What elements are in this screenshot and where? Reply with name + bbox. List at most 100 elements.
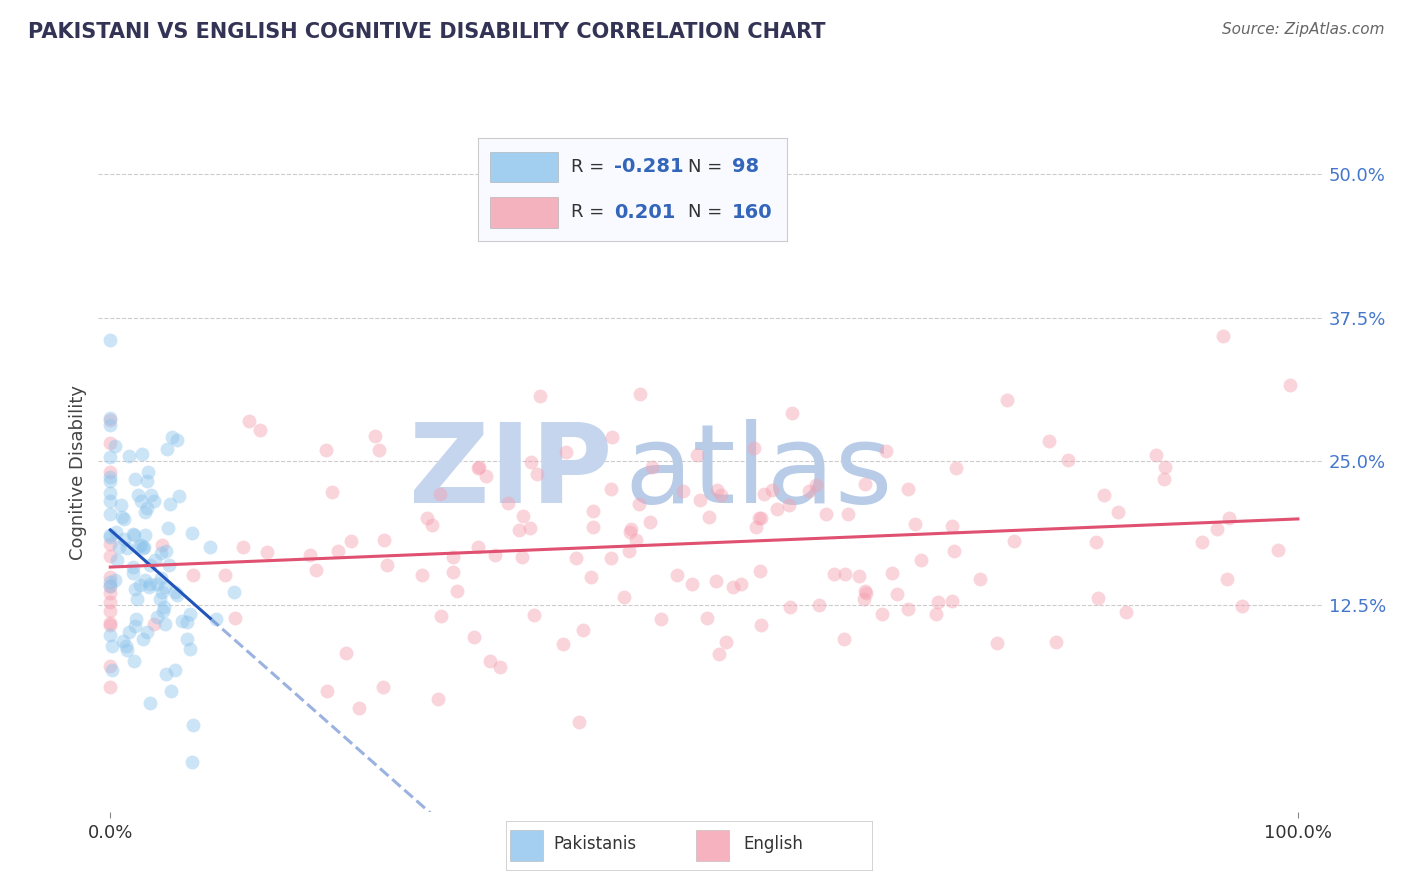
Point (723, 580, 745, 594)
Point (101, 663, 124, 677)
Point (134, 528, 156, 542)
Point (969, 572, 991, 586)
Point (426, 692, 449, 706)
Point (1230, 599, 1253, 614)
Point (619, 544, 641, 558)
Point (924, 607, 946, 621)
Point (529, 389, 551, 403)
Point (112, 532, 135, 546)
Point (315, 683, 337, 698)
Point (105, 525, 128, 540)
Point (176, 615, 198, 629)
Point (599, 551, 621, 566)
Point (155, 666, 177, 681)
Point (135, 474, 157, 488)
Point (1002, 533, 1025, 548)
Point (754, 487, 776, 501)
Point (165, 585, 187, 599)
Point (143, 553, 166, 567)
Point (823, 566, 845, 581)
Point (1278, 378, 1301, 392)
Point (749, 564, 772, 578)
Point (98, 474, 121, 488)
Point (927, 595, 949, 609)
Point (1216, 572, 1239, 586)
Point (165, 663, 187, 677)
Point (520, 455, 543, 469)
Point (467, 541, 489, 555)
Point (804, 478, 827, 492)
Point (138, 696, 160, 710)
Text: 160: 160 (731, 202, 772, 221)
Point (98, 628, 121, 642)
Point (181, 568, 204, 582)
Point (697, 510, 720, 524)
Point (749, 618, 772, 632)
Point (153, 580, 176, 594)
Point (749, 511, 772, 525)
Point (198, 540, 221, 554)
Point (110, 498, 132, 512)
Point (1085, 535, 1108, 549)
Point (135, 501, 157, 516)
Point (373, 533, 395, 548)
Point (224, 585, 246, 599)
Point (373, 680, 395, 694)
Point (696, 611, 718, 625)
Point (565, 550, 588, 565)
Point (600, 430, 623, 444)
Text: R =: R = (571, 158, 610, 176)
Point (98, 411, 121, 425)
Point (98, 595, 121, 609)
Point (848, 569, 870, 583)
Point (1267, 543, 1289, 558)
Point (139, 577, 162, 591)
FancyBboxPatch shape (696, 830, 730, 861)
Point (166, 433, 188, 447)
Point (666, 567, 689, 582)
Point (149, 571, 172, 585)
Point (446, 583, 468, 598)
Point (1144, 448, 1167, 462)
Point (98, 618, 121, 632)
Point (1045, 635, 1067, 649)
Point (808, 598, 831, 612)
Point (943, 544, 966, 558)
Point (127, 591, 149, 606)
Point (834, 566, 856, 581)
Point (122, 566, 145, 580)
Point (124, 619, 146, 633)
Point (150, 585, 173, 599)
Point (1087, 591, 1109, 605)
Point (897, 602, 920, 616)
Point (416, 511, 439, 525)
Point (129, 577, 152, 591)
Point (98, 615, 121, 630)
Point (686, 448, 709, 462)
Point (420, 517, 443, 532)
Point (488, 660, 510, 674)
Point (475, 468, 498, 483)
Point (124, 582, 146, 596)
Point (1153, 472, 1175, 486)
Point (111, 633, 134, 648)
Point (672, 484, 695, 499)
Point (104, 573, 127, 587)
Point (620, 522, 643, 536)
Point (160, 430, 183, 444)
Point (886, 587, 908, 601)
Point (613, 590, 636, 604)
Point (98, 507, 121, 521)
Point (326, 543, 349, 558)
Point (98, 486, 121, 500)
Text: atlas: atlas (624, 419, 893, 526)
Point (153, 617, 176, 632)
Point (98, 494, 121, 508)
Point (880, 566, 903, 581)
Point (1218, 511, 1240, 525)
Point (628, 497, 651, 511)
Point (478, 655, 501, 669)
Point (897, 482, 920, 496)
Point (232, 541, 254, 555)
Point (153, 599, 176, 614)
